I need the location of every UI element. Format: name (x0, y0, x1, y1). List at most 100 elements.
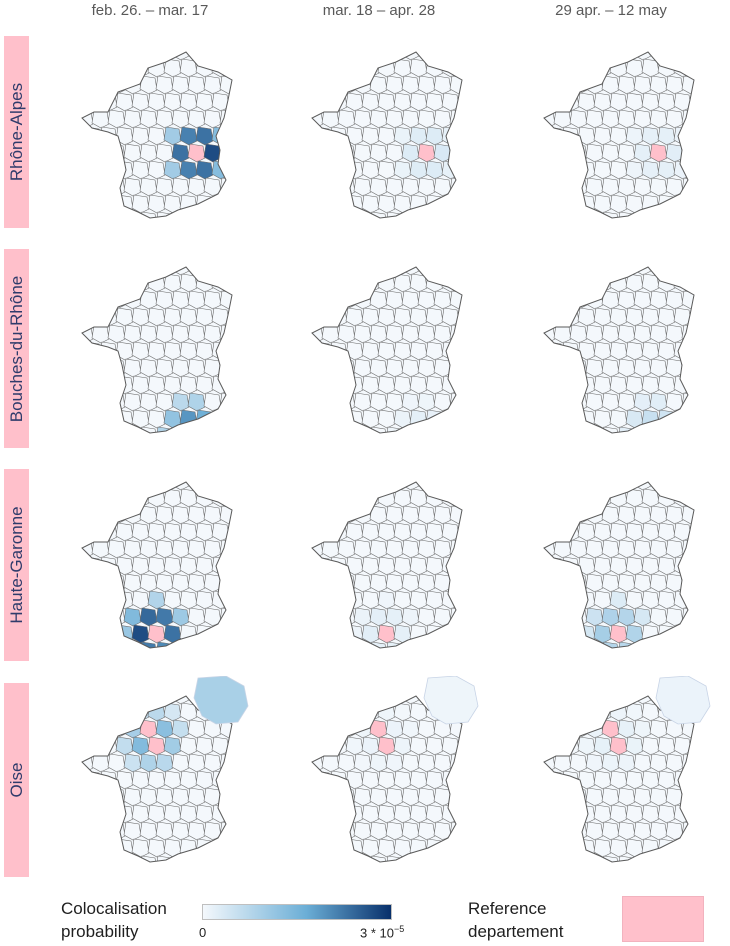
department (313, 838, 332, 858)
department (163, 804, 182, 824)
department (377, 341, 396, 361)
department (545, 273, 564, 293)
department (625, 160, 644, 180)
department (433, 539, 452, 559)
colocalisation-color-scale (202, 904, 392, 920)
department (466, 506, 483, 524)
department (681, 482, 694, 491)
department (641, 770, 660, 790)
department (312, 290, 324, 310)
department (369, 324, 388, 344)
department (561, 488, 580, 508)
department (107, 109, 126, 129)
department (417, 855, 436, 862)
department (561, 194, 580, 214)
department (329, 160, 348, 180)
department (244, 489, 258, 507)
department (544, 290, 556, 310)
reference-department (609, 736, 628, 756)
reference-department (601, 719, 620, 739)
department (409, 341, 428, 361)
department (665, 573, 684, 593)
department (236, 257, 253, 275)
department (107, 267, 126, 276)
department (337, 426, 356, 433)
department (689, 160, 694, 180)
department (457, 273, 462, 293)
department (561, 736, 580, 756)
department (147, 307, 166, 327)
department (147, 409, 166, 429)
department (433, 787, 452, 807)
department (561, 160, 580, 180)
department (115, 126, 134, 146)
department (147, 804, 166, 824)
department (353, 539, 372, 559)
department (617, 358, 636, 378)
department (641, 804, 660, 824)
department (641, 126, 660, 146)
department (91, 52, 110, 61)
department (401, 641, 420, 648)
department (457, 556, 462, 576)
department (625, 126, 644, 146)
department (131, 341, 150, 361)
department (466, 144, 483, 162)
department (698, 540, 715, 558)
department (617, 426, 636, 433)
department (179, 409, 198, 429)
department (689, 92, 694, 112)
department (625, 556, 644, 576)
department (657, 307, 676, 327)
department (545, 590, 564, 610)
department (329, 375, 348, 395)
department (377, 126, 396, 146)
department (593, 92, 612, 112)
department (466, 393, 483, 411)
department (361, 375, 380, 395)
department (163, 770, 182, 790)
department (544, 787, 556, 807)
department (553, 696, 572, 705)
department (385, 426, 404, 433)
reference-department (147, 624, 166, 644)
department (155, 290, 174, 310)
department (449, 482, 462, 491)
department (553, 482, 572, 491)
department (244, 805, 258, 823)
department (617, 696, 636, 705)
department (706, 376, 720, 394)
department (91, 855, 110, 862)
department (449, 719, 462, 739)
department (561, 92, 580, 112)
department (171, 392, 190, 412)
department (457, 522, 462, 542)
department (673, 522, 692, 542)
department (474, 93, 488, 111)
department (361, 307, 380, 327)
department (466, 110, 483, 128)
department (139, 696, 158, 705)
department (83, 838, 102, 858)
department (187, 573, 206, 593)
department (227, 92, 232, 112)
department (131, 590, 150, 610)
department (544, 482, 556, 491)
department (698, 642, 715, 660)
department (123, 482, 142, 491)
department (698, 76, 715, 94)
department (641, 160, 660, 180)
department (698, 291, 715, 309)
department (377, 92, 396, 112)
department (139, 75, 158, 95)
department (377, 838, 396, 858)
department (337, 482, 356, 491)
department (433, 855, 452, 862)
department (236, 212, 253, 230)
department (139, 52, 158, 61)
reference-department (377, 624, 396, 644)
department (369, 109, 388, 129)
department (345, 126, 364, 146)
department (353, 607, 372, 627)
department (227, 804, 232, 824)
